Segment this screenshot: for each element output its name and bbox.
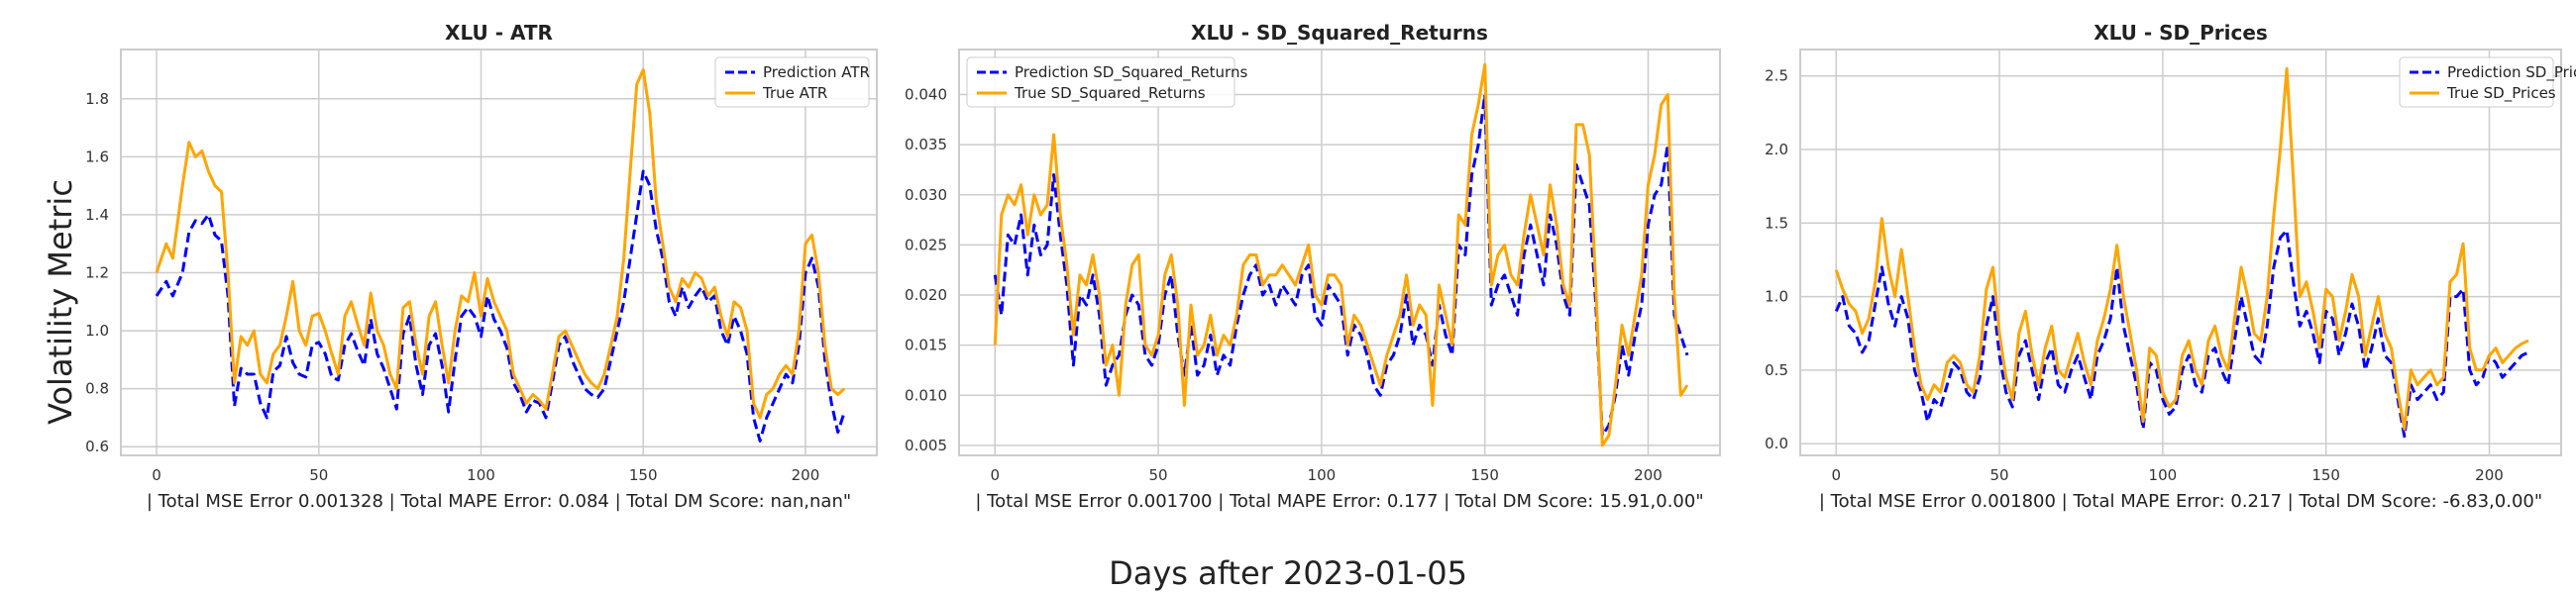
series-line-true xyxy=(1834,66,2529,431)
x-tick-label: 0 xyxy=(152,466,161,484)
y-tick-label: 1.0 xyxy=(85,322,109,340)
y-tick-label: 0.8 xyxy=(85,380,109,398)
x-tick-label: 0 xyxy=(990,466,1000,484)
y-tick-label: 1.0 xyxy=(1765,288,1788,306)
y-tick-label: 0.035 xyxy=(905,136,947,153)
x-tick-label: 150 xyxy=(2311,466,2340,484)
series-line-prediction xyxy=(1834,229,2529,439)
y-tick-label: 2.5 xyxy=(1765,67,1788,85)
y-tick-label: 1.6 xyxy=(85,148,109,165)
y-tick-label: 0.005 xyxy=(905,437,947,454)
legend: Prediction ATR True ATR xyxy=(714,56,870,108)
subplot-title: XLU - SD_Squared_Returns xyxy=(1191,21,1488,45)
series-line-prediction xyxy=(155,169,846,443)
x-tick-label: 150 xyxy=(629,466,658,484)
subplot-xlabel: | Total MSE Error 0.001700 | Total MAPE … xyxy=(975,491,1703,512)
subplot-title: XLU - SD_Prices xyxy=(2093,21,2268,45)
x-tick-label: 50 xyxy=(1149,466,1168,484)
legend-entry: Prediction SD_Prices xyxy=(2447,63,2576,82)
subplot-2: 0 50 100 150 200 0.0 0.5 1.0 1.5 2.0 2.5 XLU - SD_P… xyxy=(1765,21,2576,512)
legend: Prediction SD_Prices True SD_Prices xyxy=(2399,56,2576,108)
y-tick-label: 0.010 xyxy=(905,386,947,404)
x-tick-label: 0 xyxy=(1831,466,1841,484)
x-tick-label: 50 xyxy=(309,466,328,484)
axes-frame xyxy=(958,49,1721,456)
x-tick-label: 200 xyxy=(2475,466,2504,484)
y-tick-label: 0.030 xyxy=(905,186,947,204)
legend-entry: Prediction SD_Squared_Returns xyxy=(1015,63,1247,82)
y-tick-label: 0.025 xyxy=(905,236,947,253)
plot-area xyxy=(1800,50,2561,455)
y-tick-label: 0.020 xyxy=(905,286,947,304)
legend: Prediction SD_Squared_Returns True SD_Squ… xyxy=(966,56,1247,108)
subplot-title: XLU - ATR xyxy=(445,21,553,45)
y-tick-label: 0.040 xyxy=(905,86,947,104)
x-tick-label: 50 xyxy=(1990,466,2009,484)
legend-entry: True SD_Prices xyxy=(2446,84,2556,103)
axes-frame xyxy=(120,49,878,456)
y-tick-label: 0.5 xyxy=(1765,361,1788,379)
y-tick-label: 0.0 xyxy=(1765,435,1788,452)
legend-entry: True SD_Squared_Returns xyxy=(1014,84,1206,103)
figure-supylabel: Volatility Metric xyxy=(42,179,79,425)
plot-area xyxy=(959,50,1720,455)
y-tick-label: 1.5 xyxy=(1765,214,1788,232)
figure-supxlabel: Days after 2023-01-05 xyxy=(1109,554,1467,592)
y-tick-label: 1.8 xyxy=(85,90,109,108)
x-tick-label: 200 xyxy=(792,466,820,484)
series-line-true xyxy=(993,62,1689,447)
y-tick-label: 0.015 xyxy=(905,337,947,354)
legend-entry: Prediction ATR xyxy=(763,63,870,81)
y-tick-label: 0.6 xyxy=(85,438,109,455)
x-tick-label: 150 xyxy=(1470,466,1499,484)
legend-entry: True ATR xyxy=(762,84,827,102)
subplot-0: 0 50 100 150 200 0.6 0.8 1.0 1.2 1.4 1.6 1.8 XLU - A… xyxy=(85,21,878,512)
x-tick-label: 200 xyxy=(1634,466,1663,484)
x-tick-label: 100 xyxy=(2149,466,2178,484)
y-tick-label: 2.0 xyxy=(1765,141,1788,158)
subplot-1: 0 50 100 150 200 0.005 0.010 0.015 0.020 0.025 0.0… xyxy=(905,21,1721,512)
y-tick-label: 1.2 xyxy=(85,264,109,282)
series-line-true xyxy=(155,68,846,420)
axes-frame xyxy=(1799,49,2562,456)
subplot-xlabel: | Total MSE Error 0.001800 | Total MAPE … xyxy=(1819,491,2542,512)
legend-box xyxy=(966,56,1235,108)
subplots-container: 0 50 100 150 200 0.6 0.8 1.0 1.2 1.4 1.6 1.8 XLU - A… xyxy=(85,21,2576,512)
x-tick-label: 100 xyxy=(467,466,495,484)
y-tick-label: 1.4 xyxy=(85,206,109,224)
subplot-xlabel: | Total MSE Error 0.001328 | Total MAPE … xyxy=(147,491,851,512)
x-tick-label: 100 xyxy=(1308,466,1337,484)
